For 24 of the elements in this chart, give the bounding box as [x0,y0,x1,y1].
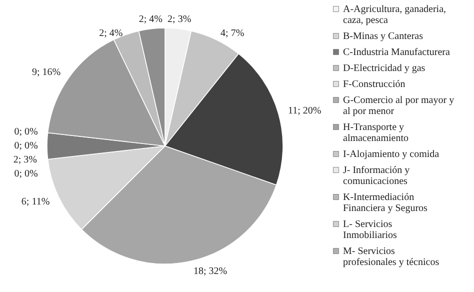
legend-label: F-Construcción [343,79,406,90]
text: 0; 0% [14,126,38,138]
data-label: 9; 16% [32,66,61,78]
legend-label: B-Minas y Canteras [343,31,424,42]
data-label: 6; 11% [21,196,50,208]
legend-label: D-Electricidad y gas [343,63,426,74]
data-label: 18; 32% [193,266,228,277]
data-label: 2; 4% [99,28,123,39]
data-label: 2; 3% [13,154,37,166]
text: 0; 0% [14,168,38,180]
legend-label: K-Intermediación Financiera y Seguros [343,192,428,214]
legend-label: A-Agricultura, ganaderia, caza, pesca [343,4,446,26]
legend-label: I-Alojamiento y comida [343,149,440,160]
text: 0; 0% [14,140,38,152]
data-label: 2; 3% [168,14,192,25]
data-label: 2; 4% [138,14,162,25]
legend-label: C-Industria Manufacturera [343,47,450,58]
data-label: 4; 7% [220,28,244,39]
legend-label: H-Transporte y almacenamiento [343,122,409,144]
data-label: 11; 20% [288,106,322,117]
legend-label: J- Información y comunicaciones [343,165,410,187]
legend-label: M- Servicios profesionales y técnicos [343,246,440,268]
legend-label: G-Comercio al por mayor y al por menor [343,95,454,117]
legend-label: L- Servicios Inmobiliarios [343,219,397,241]
